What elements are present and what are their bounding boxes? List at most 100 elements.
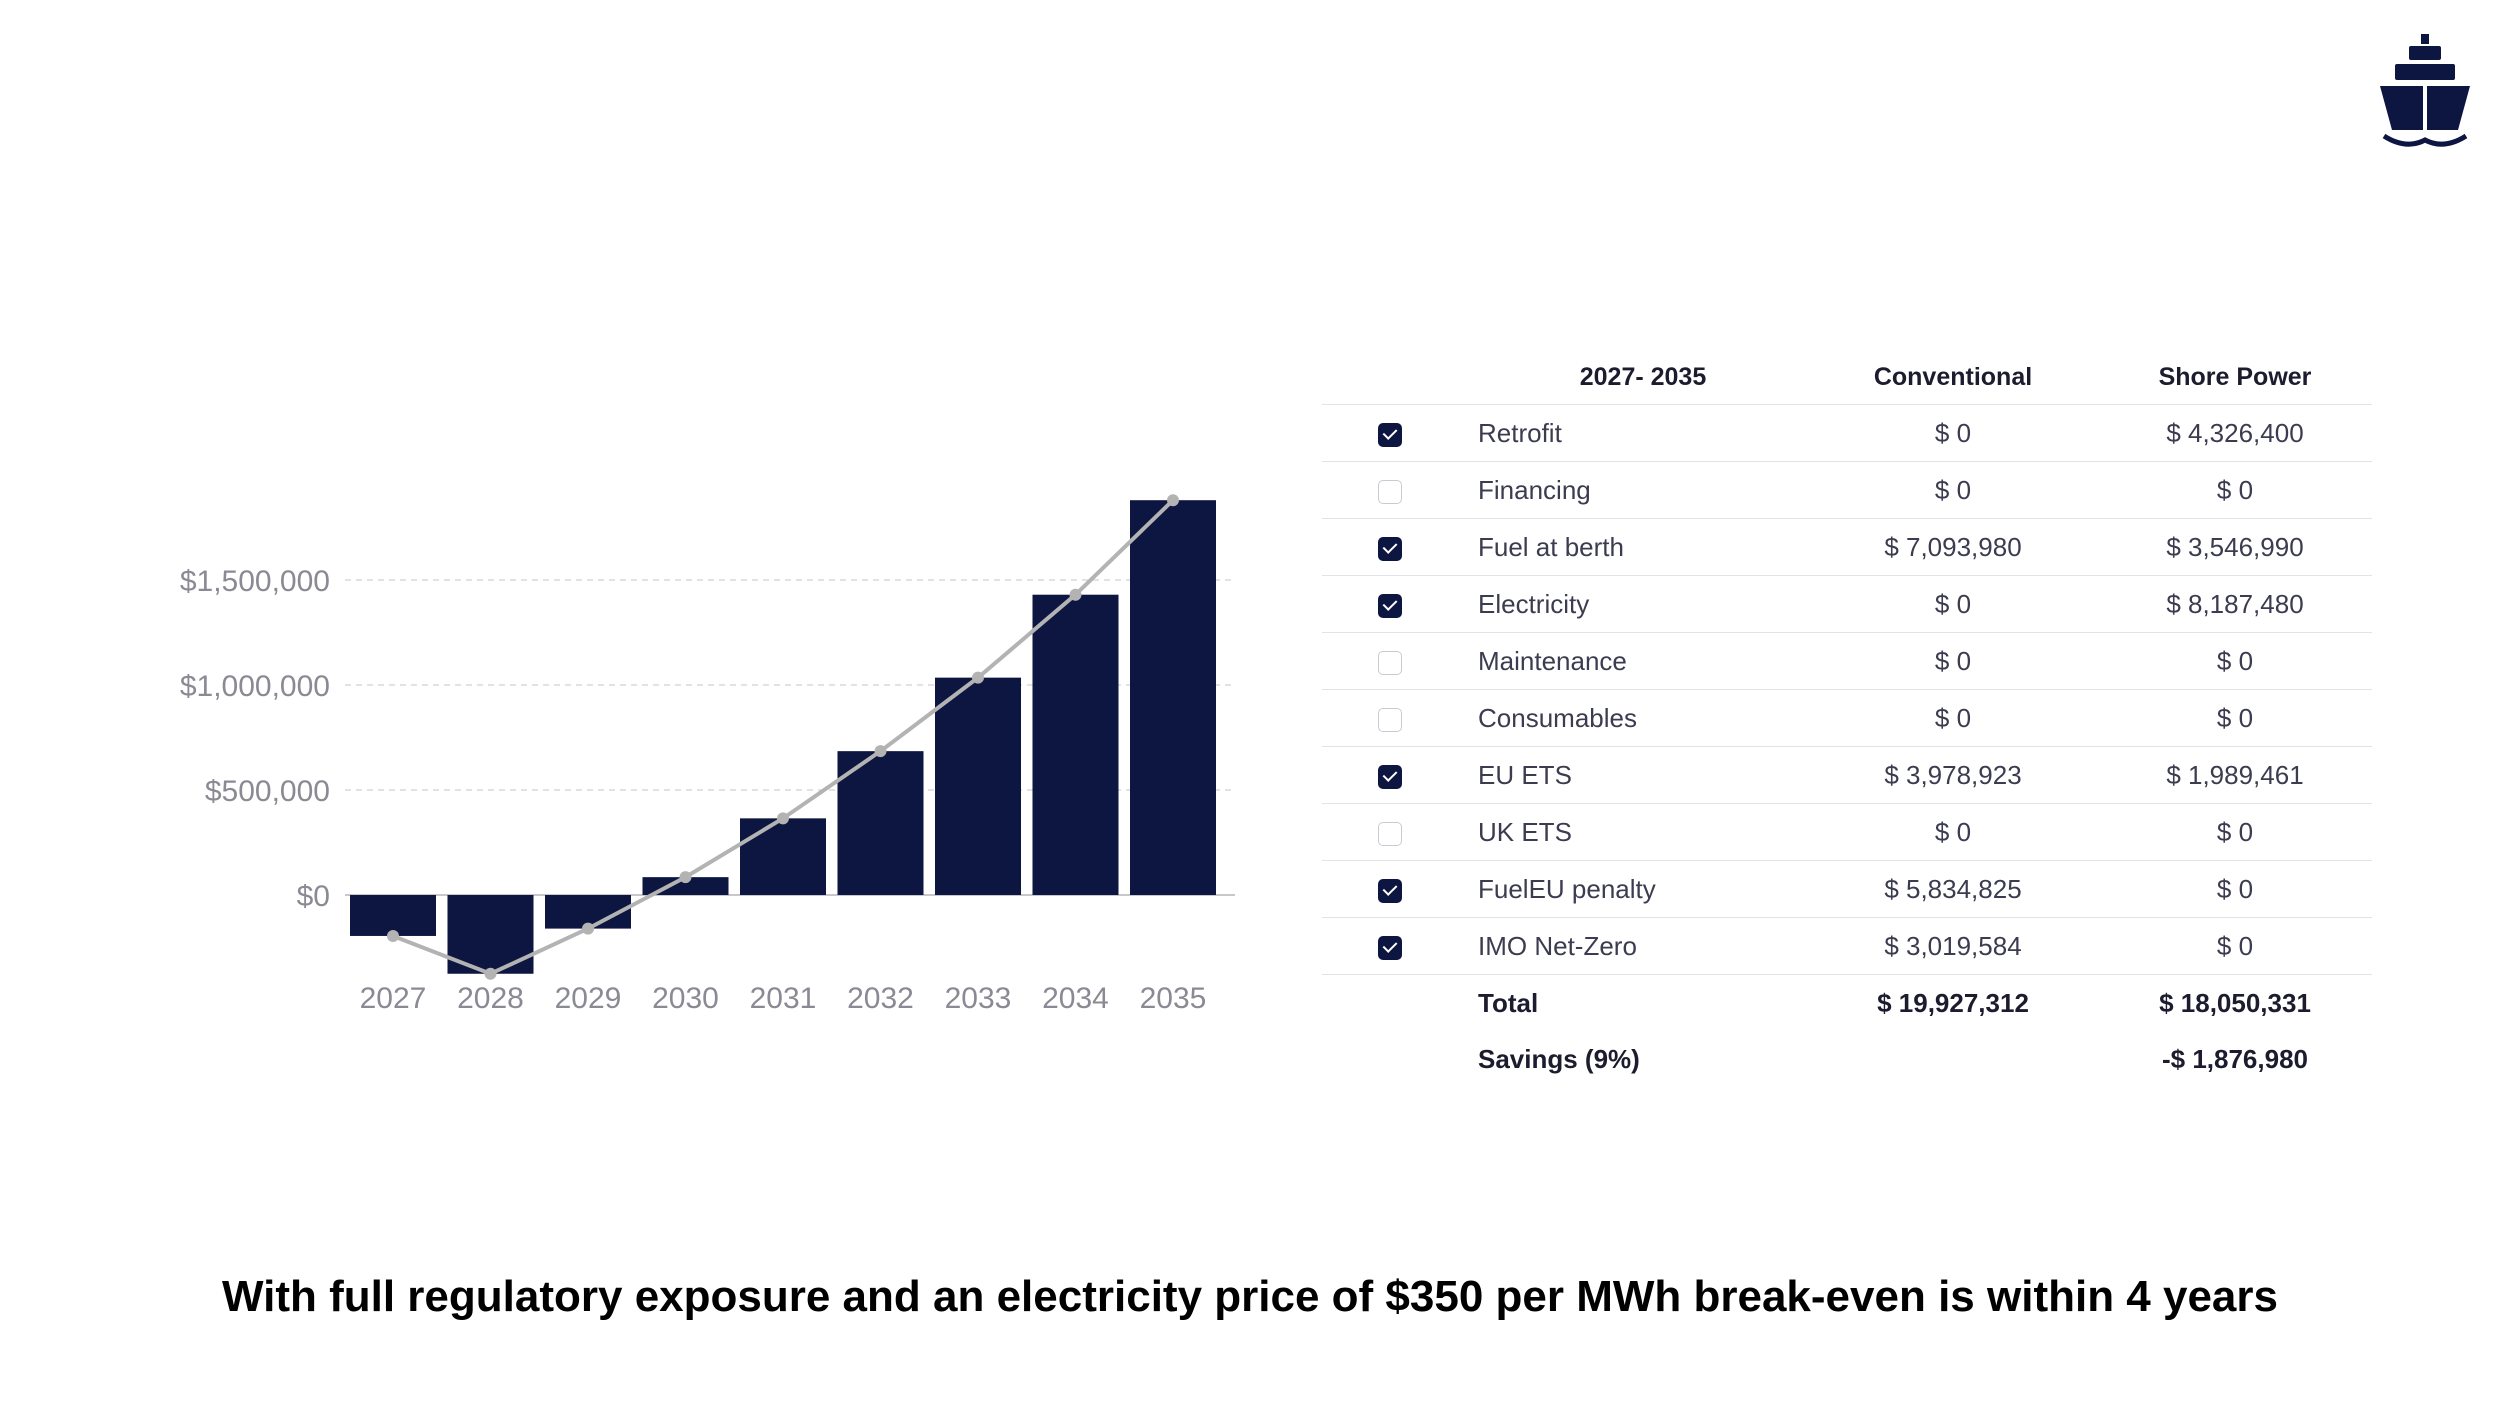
row-label: Financing xyxy=(1458,461,1808,519)
row-conventional-value: $ 0 xyxy=(1808,404,2098,462)
row-checkbox-cell xyxy=(1322,575,1458,633)
y-tick-label: $1,000,000 xyxy=(180,670,330,703)
header-conventional: Conventional xyxy=(1873,362,2033,391)
row-label: Electricity xyxy=(1458,575,1808,633)
row-conventional-value: $ 3,019,584 xyxy=(1808,917,2098,975)
bar xyxy=(837,751,924,895)
row-checkbox-cell xyxy=(1322,917,1458,975)
row-conventional-value: $ 5,834,825 xyxy=(1808,860,2098,918)
row-shore-power-value: $ 0 xyxy=(2098,689,2372,747)
row-shore-power-value: $ 1,989,461 xyxy=(2098,746,2372,804)
checked-checkbox[interactable] xyxy=(1378,878,1402,903)
row-shore-power-value: $ 8,187,480 xyxy=(2098,575,2372,633)
table-row: Retrofit $ 0 $ 4,326,400 xyxy=(1322,404,2372,462)
checked-checkbox[interactable] xyxy=(1378,422,1402,447)
bar xyxy=(1130,500,1216,895)
row-conventional-value: $ 0 xyxy=(1808,689,2098,747)
line-point xyxy=(387,929,399,942)
unchecked-checkbox[interactable] xyxy=(1378,479,1402,504)
line-point xyxy=(874,745,887,758)
row-label: EU ETS xyxy=(1458,746,1808,804)
table-row: Maintenance $ 0 $ 0 xyxy=(1322,632,2372,690)
row-checkbox-cell xyxy=(1322,860,1458,918)
bar xyxy=(1032,594,1119,895)
row-label: Fuel at berth xyxy=(1458,518,1808,576)
table-row: Consumables $ 0 $ 0 xyxy=(1322,689,2372,747)
y-tick-label: $0 xyxy=(297,880,330,913)
x-tick-label: 2027 xyxy=(360,982,427,1015)
x-tick-label: 2029 xyxy=(555,982,622,1015)
bar xyxy=(935,677,1021,895)
row-label: UK ETS xyxy=(1458,803,1808,861)
total-shore-power: $ 18,050,331 xyxy=(2098,974,2372,1031)
checked-checkbox[interactable] xyxy=(1378,764,1402,789)
x-tick-label: 2028 xyxy=(457,982,524,1015)
row-label: Consumables xyxy=(1458,689,1808,747)
savings-bar-chart: $0 $500,000 $1,000,000 $1,500,000 2027 2028 20… xyxy=(180,494,1235,1015)
header-checkbox-col xyxy=(1322,350,1458,405)
ship-icon xyxy=(2380,34,2470,147)
bar xyxy=(740,818,826,895)
row-checkbox-cell xyxy=(1322,803,1458,861)
savings-row: Savings (9%) -$ 1,876,980 xyxy=(1322,1031,2372,1087)
row-conventional-value: $ 0 xyxy=(1808,803,2098,861)
total-empty-cell xyxy=(1322,974,1458,1031)
savings-shore-power: -$ 1,876,980 xyxy=(2161,1043,2308,1074)
total-conventional: $ 19,927,312 xyxy=(1808,974,2098,1031)
row-shore-power-value: $ 0 xyxy=(2098,860,2372,918)
row-checkbox-cell xyxy=(1322,518,1458,576)
cost-comparison-table: 2027- 2035 Conventional Shore Power Retr… xyxy=(1322,350,2372,1087)
savings-conventional-empty xyxy=(1808,1031,2098,1087)
row-conventional-value: $ 0 xyxy=(1808,632,2098,690)
bar xyxy=(350,895,436,936)
checked-checkbox[interactable] xyxy=(1378,593,1402,618)
header-period: 2027- 2035 xyxy=(1579,362,1707,391)
table-header-row: 2027- 2035 Conventional Shore Power xyxy=(1322,350,2372,405)
x-tick-label: 2032 xyxy=(847,982,914,1015)
row-shore-power-value: $ 4,326,400 xyxy=(2098,404,2372,462)
row-checkbox-cell xyxy=(1322,461,1458,519)
line-point xyxy=(972,671,984,684)
row-conventional-value: $ 0 xyxy=(1808,461,2098,519)
x-tick-label: 2034 xyxy=(1042,982,1109,1015)
x-tick-label: 2033 xyxy=(945,982,1012,1015)
caption: With full regulatory exposure and an ele… xyxy=(221,1272,2278,1321)
line-point xyxy=(484,967,497,980)
unchecked-checkbox[interactable] xyxy=(1378,707,1402,732)
row-shore-power-value: $ 3,546,990 xyxy=(2098,518,2372,576)
x-tick-label: 2031 xyxy=(750,982,817,1015)
savings-empty-cell xyxy=(1322,1031,1458,1087)
row-checkbox-cell xyxy=(1322,746,1458,804)
checked-checkbox[interactable] xyxy=(1378,536,1402,561)
unchecked-checkbox[interactable] xyxy=(1378,650,1402,675)
table-row: Fuel at berth $ 7,093,980 $ 3,546,990 xyxy=(1322,518,2372,576)
line-point xyxy=(582,922,594,935)
row-shore-power-value: $ 0 xyxy=(2098,803,2372,861)
row-label: FuelEU penalty xyxy=(1458,860,1808,918)
row-label: IMO Net-Zero xyxy=(1458,917,1808,975)
x-tick-label: 2030 xyxy=(652,982,719,1015)
y-tick-label: $500,000 xyxy=(205,775,330,808)
row-label: Retrofit xyxy=(1458,404,1808,462)
table-row: UK ETS $ 0 $ 0 xyxy=(1322,803,2372,861)
y-tick-label: $1,500,000 xyxy=(180,565,330,598)
table-row: Electricity $ 0 $ 8,187,480 xyxy=(1322,575,2372,633)
row-shore-power-value: $ 0 xyxy=(2098,632,2372,690)
table-row: EU ETS $ 3,978,923 $ 1,989,461 xyxy=(1322,746,2372,804)
row-checkbox-cell xyxy=(1322,689,1458,747)
row-shore-power-value: $ 0 xyxy=(2098,917,2372,975)
unchecked-checkbox[interactable] xyxy=(1378,821,1402,846)
row-conventional-value: $ 3,978,923 xyxy=(1808,746,2098,804)
row-shore-power-value: $ 0 xyxy=(2098,461,2372,519)
total-label: Total xyxy=(1458,974,1808,1031)
savings-label: Savings (9%) xyxy=(1478,1043,1640,1074)
table-row: IMO Net-Zero $ 3,019,584 $ 0 xyxy=(1322,917,2372,975)
line-point xyxy=(777,812,789,825)
checked-checkbox[interactable] xyxy=(1378,935,1402,960)
row-checkbox-cell xyxy=(1322,632,1458,690)
line-point xyxy=(679,871,692,884)
row-conventional-value: $ 7,093,980 xyxy=(1808,518,2098,576)
table-row: Financing $ 0 $ 0 xyxy=(1322,461,2372,519)
x-tick-label: 2035 xyxy=(1140,982,1207,1015)
row-label: Maintenance xyxy=(1458,632,1808,690)
